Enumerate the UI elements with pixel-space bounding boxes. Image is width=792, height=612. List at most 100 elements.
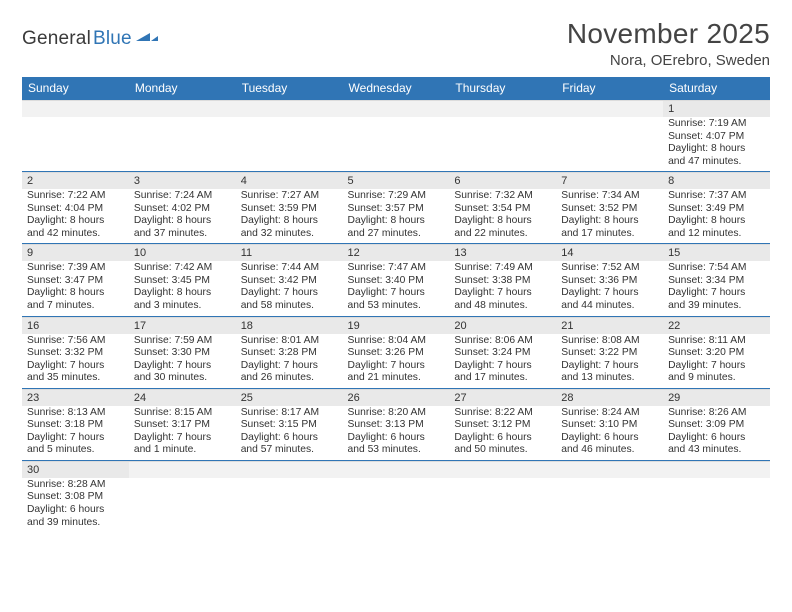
sunset-text: Sunset: 3:49 PM — [668, 203, 765, 216]
daylight-text: Daylight: 6 hours and 46 minutes. — [561, 432, 658, 457]
day-number: 12 — [343, 244, 450, 261]
day-cell: 20Sunrise: 8:06 AMSunset: 3:24 PMDayligh… — [449, 316, 556, 388]
day-body: Sunrise: 7:54 AMSunset: 3:34 PMDaylight:… — [663, 261, 770, 315]
daylight-text: Daylight: 8 hours and 12 minutes. — [668, 215, 765, 240]
daylight-text: Daylight: 8 hours and 47 minutes. — [668, 143, 765, 168]
day-cell — [663, 460, 770, 532]
day-number: 28 — [556, 389, 663, 406]
sunset-text: Sunset: 3:45 PM — [134, 275, 231, 288]
day-cell: 24Sunrise: 8:15 AMSunset: 3:17 PMDayligh… — [129, 388, 236, 460]
dow-wednesday: Wednesday — [343, 77, 450, 100]
day-body: Sunrise: 7:22 AMSunset: 4:04 PMDaylight:… — [22, 189, 129, 243]
day-cell: 27Sunrise: 8:22 AMSunset: 3:12 PMDayligh… — [449, 388, 556, 460]
daylight-text: Daylight: 8 hours and 37 minutes. — [134, 215, 231, 240]
day-cell — [449, 460, 556, 532]
daylight-text: Daylight: 8 hours and 22 minutes. — [454, 215, 551, 240]
day-cell: 16Sunrise: 7:56 AMSunset: 3:32 PMDayligh… — [22, 316, 129, 388]
sunrise-text: Sunrise: 7:29 AM — [348, 190, 445, 203]
daylight-text: Daylight: 7 hours and 21 minutes. — [348, 360, 445, 385]
sunrise-text: Sunrise: 8:22 AM — [454, 407, 551, 420]
sunset-text: Sunset: 3:54 PM — [454, 203, 551, 216]
day-cell: 22Sunrise: 8:11 AMSunset: 3:20 PMDayligh… — [663, 316, 770, 388]
header: GeneralBlue November 2025 Nora, OErebro,… — [22, 18, 770, 69]
day-body: Sunrise: 7:37 AMSunset: 3:49 PMDaylight:… — [663, 189, 770, 243]
day-body: Sunrise: 8:01 AMSunset: 3:28 PMDaylight:… — [236, 334, 343, 388]
day-cell: 9Sunrise: 7:39 AMSunset: 3:47 PMDaylight… — [22, 244, 129, 316]
day-body: Sunrise: 7:52 AMSunset: 3:36 PMDaylight:… — [556, 261, 663, 315]
day-number — [343, 100, 450, 117]
day-body: Sunrise: 7:44 AMSunset: 3:42 PMDaylight:… — [236, 261, 343, 315]
logo-word2: Blue — [93, 28, 132, 50]
day-body: Sunrise: 7:24 AMSunset: 4:02 PMDaylight:… — [129, 189, 236, 243]
day-number — [236, 100, 343, 117]
sunset-text: Sunset: 3:52 PM — [561, 203, 658, 216]
sunrise-text: Sunrise: 7:39 AM — [27, 262, 124, 275]
day-number: 19 — [343, 317, 450, 334]
daylight-text: Daylight: 7 hours and 13 minutes. — [561, 360, 658, 385]
day-cell: 6Sunrise: 7:32 AMSunset: 3:54 PMDaylight… — [449, 172, 556, 244]
day-cell — [236, 100, 343, 172]
week-row: 30Sunrise: 8:28 AMSunset: 3:08 PMDayligh… — [22, 460, 770, 532]
logo-word1: General — [22, 28, 91, 50]
day-body — [129, 478, 236, 530]
page: GeneralBlue November 2025 Nora, OErebro,… — [0, 0, 792, 542]
day-body: Sunrise: 8:13 AMSunset: 3:18 PMDaylight:… — [22, 406, 129, 460]
sunrise-text: Sunrise: 7:52 AM — [561, 262, 658, 275]
day-body — [129, 117, 236, 169]
day-number: 11 — [236, 244, 343, 261]
dow-friday: Friday — [556, 77, 663, 100]
day-cell: 23Sunrise: 8:13 AMSunset: 3:18 PMDayligh… — [22, 388, 129, 460]
day-body: Sunrise: 7:47 AMSunset: 3:40 PMDaylight:… — [343, 261, 450, 315]
sunset-text: Sunset: 3:34 PM — [668, 275, 765, 288]
sunset-text: Sunset: 3:30 PM — [134, 347, 231, 360]
day-cell: 25Sunrise: 8:17 AMSunset: 3:15 PMDayligh… — [236, 388, 343, 460]
day-cell — [343, 460, 450, 532]
daylight-text: Daylight: 6 hours and 43 minutes. — [668, 432, 765, 457]
day-body: Sunrise: 7:27 AMSunset: 3:59 PMDaylight:… — [236, 189, 343, 243]
day-body: Sunrise: 7:34 AMSunset: 3:52 PMDaylight:… — [556, 189, 663, 243]
sunrise-text: Sunrise: 8:08 AM — [561, 335, 658, 348]
sunrise-text: Sunrise: 8:06 AM — [454, 335, 551, 348]
day-number: 30 — [22, 461, 129, 478]
sunrise-text: Sunrise: 7:56 AM — [27, 335, 124, 348]
day-number: 8 — [663, 172, 770, 189]
sunrise-text: Sunrise: 7:49 AM — [454, 262, 551, 275]
week-row: 9Sunrise: 7:39 AMSunset: 3:47 PMDaylight… — [22, 244, 770, 316]
daylight-text: Daylight: 6 hours and 53 minutes. — [348, 432, 445, 457]
day-number — [556, 461, 663, 478]
day-cell — [22, 100, 129, 172]
sunset-text: Sunset: 3:10 PM — [561, 419, 658, 432]
daylight-text: Daylight: 8 hours and 7 minutes. — [27, 287, 124, 312]
sunset-text: Sunset: 3:17 PM — [134, 419, 231, 432]
day-cell — [449, 100, 556, 172]
sunset-text: Sunset: 3:40 PM — [348, 275, 445, 288]
day-number — [129, 100, 236, 117]
day-cell: 14Sunrise: 7:52 AMSunset: 3:36 PMDayligh… — [556, 244, 663, 316]
day-number: 25 — [236, 389, 343, 406]
week-row: 2Sunrise: 7:22 AMSunset: 4:04 PMDaylight… — [22, 172, 770, 244]
day-body: Sunrise: 8:22 AMSunset: 3:12 PMDaylight:… — [449, 406, 556, 460]
sunrise-text: Sunrise: 7:47 AM — [348, 262, 445, 275]
day-cell: 7Sunrise: 7:34 AMSunset: 3:52 PMDaylight… — [556, 172, 663, 244]
sunrise-text: Sunrise: 8:28 AM — [27, 479, 124, 492]
title-block: November 2025 Nora, OErebro, Sweden — [567, 18, 770, 69]
sunset-text: Sunset: 3:38 PM — [454, 275, 551, 288]
day-body: Sunrise: 8:26 AMSunset: 3:09 PMDaylight:… — [663, 406, 770, 460]
day-body: Sunrise: 8:04 AMSunset: 3:26 PMDaylight:… — [343, 334, 450, 388]
daylight-text: Daylight: 7 hours and 17 minutes. — [454, 360, 551, 385]
sunrise-text: Sunrise: 8:15 AM — [134, 407, 231, 420]
day-cell — [236, 460, 343, 532]
sunrise-text: Sunrise: 8:20 AM — [348, 407, 445, 420]
day-number: 5 — [343, 172, 450, 189]
day-cell — [343, 100, 450, 172]
location: Nora, OErebro, Sweden — [567, 52, 770, 69]
sunrise-text: Sunrise: 8:11 AM — [668, 335, 765, 348]
day-body: Sunrise: 8:15 AMSunset: 3:17 PMDaylight:… — [129, 406, 236, 460]
sunset-text: Sunset: 4:07 PM — [668, 131, 765, 144]
sunset-text: Sunset: 4:02 PM — [134, 203, 231, 216]
day-cell: 12Sunrise: 7:47 AMSunset: 3:40 PMDayligh… — [343, 244, 450, 316]
day-cell — [556, 100, 663, 172]
day-body: Sunrise: 7:39 AMSunset: 3:47 PMDaylight:… — [22, 261, 129, 315]
sunrise-text: Sunrise: 7:59 AM — [134, 335, 231, 348]
day-cell: 13Sunrise: 7:49 AMSunset: 3:38 PMDayligh… — [449, 244, 556, 316]
